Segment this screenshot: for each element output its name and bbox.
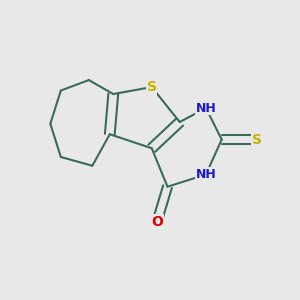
Text: S: S (147, 80, 157, 94)
Text: NH: NH (196, 101, 216, 115)
Text: O: O (151, 215, 163, 229)
Text: NH: NH (196, 168, 216, 181)
Text: S: S (252, 133, 262, 146)
